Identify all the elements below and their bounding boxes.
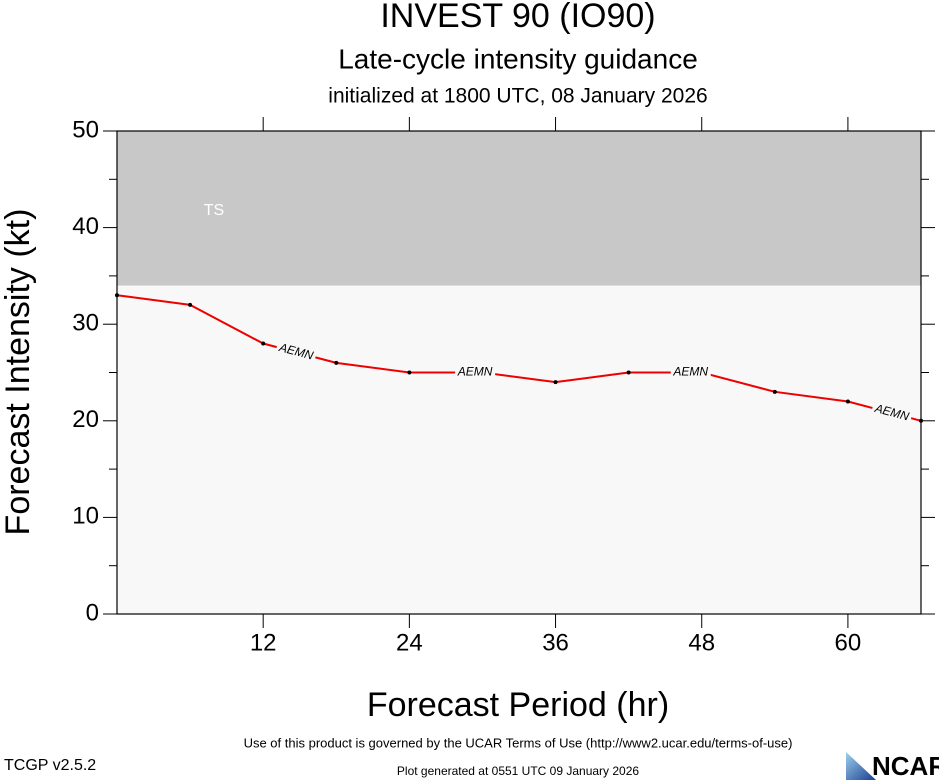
plot-frame [116, 130, 922, 615]
data-point [261, 341, 266, 346]
data-point [772, 389, 777, 394]
y-axis-label: Forecast Intensity (kt) [0, 209, 37, 536]
data-point [845, 399, 850, 404]
data-point [115, 293, 119, 298]
y-tick-label: 30 [72, 310, 99, 337]
x-tick-label: 12 [250, 629, 277, 656]
y-tick-label: 50 [72, 116, 99, 143]
x-tick-label: 24 [396, 629, 423, 656]
data-point [407, 370, 412, 375]
logo: NCAR [872, 751, 939, 780]
y-tick-label: 10 [72, 503, 99, 530]
label-knockout [275, 341, 317, 364]
chart-subtitle: Late-cycle intensity guidance [338, 43, 698, 74]
x-tick-label: 60 [835, 629, 862, 656]
label-knockout [670, 366, 711, 379]
y-tick-label: 40 [72, 213, 99, 240]
chart-title: INVEST 90 (IO90) [380, 0, 655, 35]
y-tick-label: 20 [72, 406, 99, 433]
logo-mark [846, 752, 876, 780]
generated: Plot generated at 0551 UTC 09 January 20… [397, 764, 639, 778]
x-axis-label: Forecast Period (hr) [367, 686, 669, 724]
data-point [626, 370, 631, 375]
version: TCGP v2.5.2 [4, 757, 96, 774]
data-point [919, 418, 923, 423]
series-line [116, 294, 922, 422]
data-point [188, 302, 193, 307]
data-point [553, 380, 558, 385]
intensity-band [117, 131, 921, 286]
series-label: AEMN [672, 365, 708, 379]
label-knockout [870, 402, 913, 424]
y-tick-label: 0 [86, 599, 99, 626]
x-tick-label: 36 [542, 629, 569, 656]
label-knockout [455, 366, 496, 379]
init-time: initialized at 1800 UTC, 08 January 2026 [328, 85, 707, 108]
band-label: TS [204, 202, 224, 219]
data-point [334, 360, 339, 365]
terms: Use of this product is governed by the U… [244, 735, 793, 750]
series-label: AEMN [457, 365, 493, 379]
x-tick-label: 48 [688, 629, 715, 656]
